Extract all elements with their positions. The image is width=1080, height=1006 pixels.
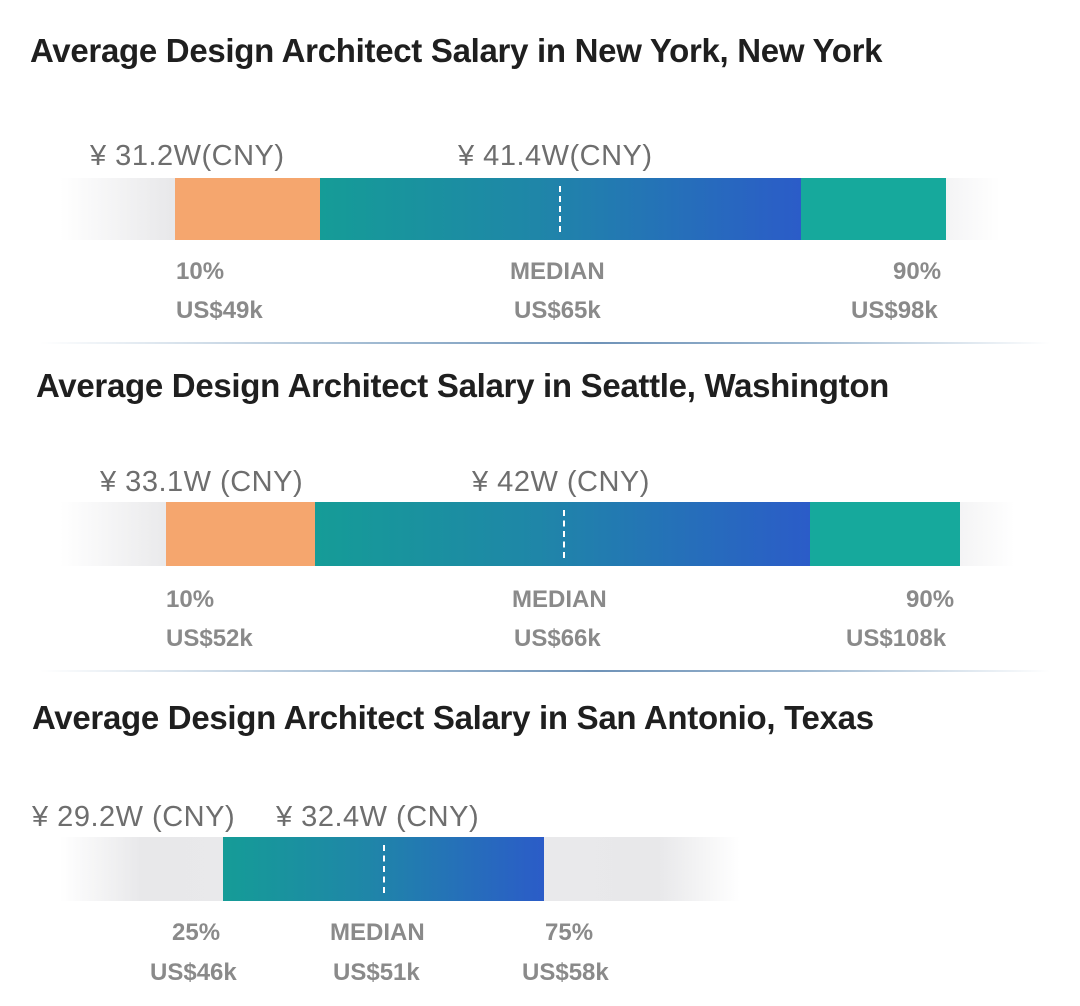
marker-value-high: US$98k xyxy=(851,297,938,324)
salary-panel-new-york: Average Design Architect Salary in New Y… xyxy=(0,0,1080,340)
cny-label-median: ¥ 42W (CNY) xyxy=(472,466,650,498)
cny-label-low: ¥ 31.2W(CNY) xyxy=(90,140,285,172)
marker-label-low: 10% xyxy=(166,586,215,613)
chart-title: Average Design Architect Salary in Seatt… xyxy=(36,367,890,404)
cny-label-median: ¥ 41.4W(CNY) xyxy=(458,140,653,172)
marker-label-high: 90% xyxy=(893,258,942,285)
high-percentile-bar xyxy=(810,502,960,566)
high-percentile-bar xyxy=(801,178,946,240)
chart-title: Average Design Architect Salary in San A… xyxy=(32,699,874,736)
marker-value-low: US$46k xyxy=(150,959,237,986)
marker-label-median: MEDIAN xyxy=(512,586,607,613)
marker-label-high: 90% xyxy=(906,586,955,613)
salary-panel-san-antonio: Average Design Architect Salary in San A… xyxy=(0,670,1080,1006)
marker-value-median: US$65k xyxy=(514,297,601,324)
salary-range-track xyxy=(60,837,740,901)
marker-value-high: US$58k xyxy=(522,959,609,986)
salary-range-track xyxy=(60,178,1000,240)
marker-value-low: US$49k xyxy=(176,297,263,324)
cny-label-low: ¥ 29.2W (CNY) xyxy=(32,801,236,833)
median-marker-line xyxy=(559,186,561,232)
cny-label-low: ¥ 33.1W (CNY) xyxy=(100,466,304,498)
salary-range-track xyxy=(60,502,1015,566)
marker-label-high: 75% xyxy=(545,919,594,946)
marker-label-low: 25% xyxy=(172,919,221,946)
marker-label-low: 10% xyxy=(176,258,225,285)
marker-value-low: US$52k xyxy=(166,625,253,652)
median-marker-line xyxy=(563,510,565,558)
marker-label-median: MEDIAN xyxy=(510,258,605,285)
median-marker-line xyxy=(383,845,385,893)
marker-label-median: MEDIAN xyxy=(330,919,425,946)
section-divider xyxy=(40,670,1050,672)
salary-panel-seattle: Average Design Architect Salary in Seatt… xyxy=(0,340,1080,670)
cny-label-median: ¥ 32.4W (CNY) xyxy=(276,801,480,833)
section-divider xyxy=(40,342,1050,344)
low-percentile-bar xyxy=(166,502,315,566)
marker-value-median: US$51k xyxy=(333,959,420,986)
low-percentile-bar xyxy=(175,178,320,240)
marker-value-median: US$66k xyxy=(514,625,601,652)
marker-value-high: US$108k xyxy=(846,625,947,652)
chart-title: Average Design Architect Salary in New Y… xyxy=(30,32,883,69)
middle-range-bar xyxy=(315,502,810,566)
